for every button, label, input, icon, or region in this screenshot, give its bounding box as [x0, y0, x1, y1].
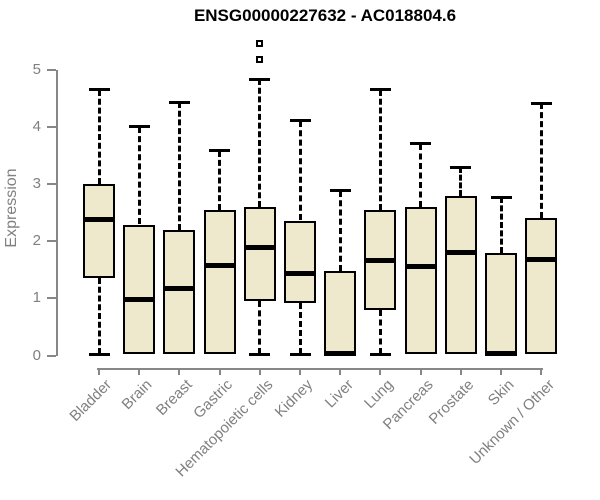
whisker-upper-cap	[369, 88, 391, 92]
whisker-lower-cap	[249, 352, 271, 356]
whisker-upper-cap	[88, 88, 110, 92]
x-axis-label: Brain	[118, 376, 156, 414]
box	[203, 209, 236, 355]
x-axis-tick	[419, 368, 422, 375]
whisker-lower	[378, 309, 382, 355]
whisker-lower	[97, 277, 101, 355]
x-axis-label: Liver	[321, 376, 357, 412]
median-line	[525, 257, 558, 263]
outlier-point	[256, 39, 264, 47]
box	[444, 196, 477, 355]
whisker-upper-cap	[329, 189, 351, 193]
whisker-upper	[459, 167, 463, 197]
y-axis-tick	[47, 297, 56, 300]
box	[525, 217, 558, 355]
whisker-upper	[539, 103, 543, 218]
whisker-upper	[338, 190, 342, 272]
y-tick-label: 1	[32, 289, 41, 307]
median-line	[444, 250, 477, 256]
y-tick-label: 2	[32, 232, 41, 250]
box	[284, 220, 316, 304]
x-axis-tick	[540, 368, 543, 375]
whisker-upper-cap	[168, 100, 190, 104]
median-line	[284, 271, 316, 277]
box	[404, 206, 437, 355]
y-tick-label: 4	[32, 117, 41, 135]
whisker-upper-cap	[209, 149, 231, 153]
whisker-upper	[258, 79, 262, 207]
whisker-upper-cap	[490, 195, 512, 199]
whisker-upper-cap	[128, 125, 150, 129]
whisker-lower-cap	[88, 352, 110, 356]
median-line	[324, 350, 357, 356]
median-line	[485, 350, 517, 356]
x-axis-label: Kidney	[271, 376, 317, 421]
chart-title: ENSG00000227632 - AC018804.6	[193, 6, 457, 25]
median-line	[203, 263, 236, 269]
x-axis-tick	[258, 368, 261, 375]
whisker-upper	[298, 120, 302, 221]
whisker-lower-cap	[369, 352, 391, 356]
box	[243, 206, 276, 302]
median-line	[163, 286, 196, 292]
y-tick-label: 3	[32, 174, 41, 192]
x-axis-tick	[98, 368, 100, 375]
whisker-upper	[218, 150, 222, 210]
whisker-upper	[419, 143, 423, 207]
whisker-upper-cap	[450, 165, 472, 169]
x-axis-tick	[218, 368, 221, 375]
whisker-upper-cap	[410, 142, 432, 146]
x-axis-tick	[500, 368, 502, 375]
whisker-upper-cap	[289, 119, 311, 123]
box	[324, 271, 357, 356]
median-line	[243, 244, 276, 250]
whisker-upper	[97, 89, 101, 184]
x-axis-label: Breast	[153, 376, 196, 419]
box	[123, 224, 156, 355]
x-axis-tick	[339, 368, 342, 375]
box	[485, 252, 517, 356]
whisker-upper	[137, 126, 141, 225]
y-axis-tick	[47, 125, 56, 128]
box	[163, 229, 196, 355]
outlier-point	[256, 56, 264, 64]
y-tick-label: 0	[32, 346, 41, 364]
whisker-lower	[298, 303, 302, 355]
box	[83, 183, 115, 278]
y-axis-line	[56, 69, 58, 356]
whisker-upper	[499, 197, 503, 253]
y-axis-tick	[47, 240, 56, 243]
x-axis-tick	[379, 368, 382, 375]
whisker-upper-cap	[530, 101, 552, 105]
x-axis-line	[97, 368, 544, 370]
x-axis-label: Skin	[484, 376, 518, 409]
y-tick-label: 5	[32, 60, 41, 78]
whisker-lower-cap	[289, 352, 311, 356]
whisker-upper	[177, 102, 181, 230]
x-axis-tick	[138, 368, 141, 375]
whisker-upper-cap	[249, 77, 271, 81]
whisker-lower	[258, 301, 262, 355]
x-axis-tick	[178, 368, 181, 375]
median-line	[123, 296, 156, 302]
y-axis-tick	[47, 182, 56, 185]
y-axis-tick	[47, 68, 56, 71]
median-line	[83, 216, 115, 222]
whisker-upper	[378, 89, 382, 211]
x-axis-tick	[459, 368, 462, 375]
x-axis-label: Lung	[361, 376, 397, 412]
median-line	[404, 264, 437, 270]
x-axis-label: Bladder	[66, 376, 116, 425]
x-axis-tick	[299, 368, 301, 375]
y-axis-tick	[47, 354, 56, 357]
median-line	[364, 258, 397, 264]
